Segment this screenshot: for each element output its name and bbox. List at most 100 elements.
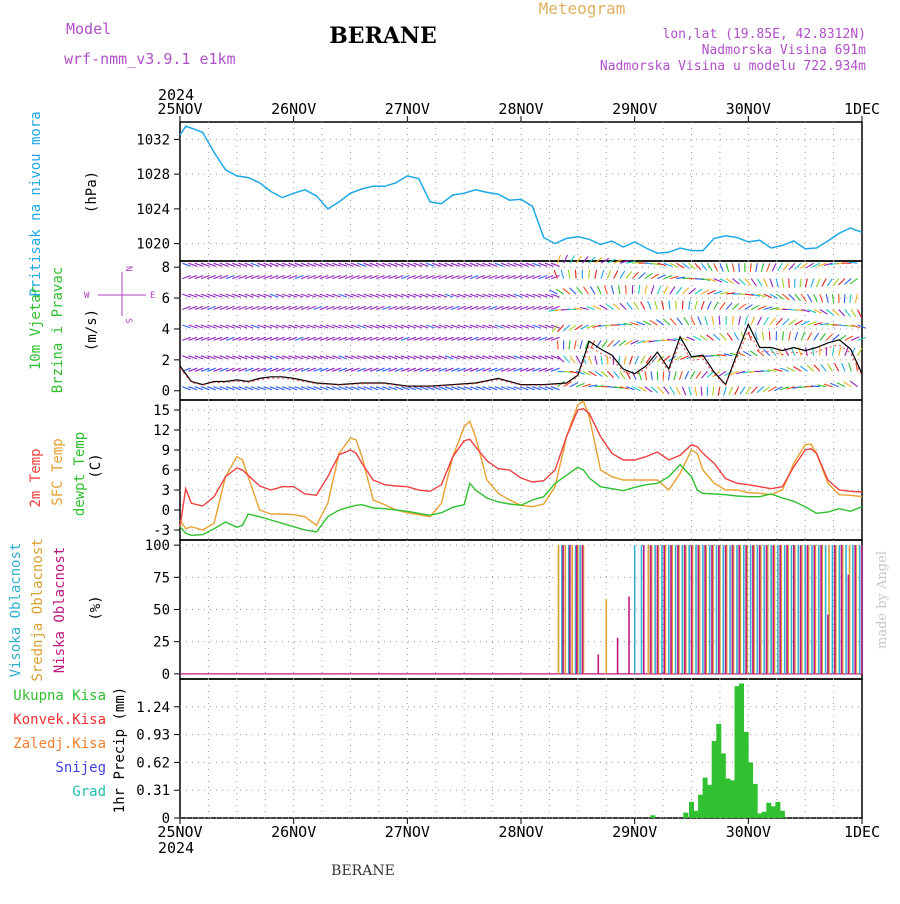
wind-arrow [782,279,783,288]
precip-bar [707,785,712,818]
wind-arrow [839,347,841,356]
wind-arrow [761,263,764,272]
legend-snow: Snijeg [55,760,106,776]
precip-bar [757,814,762,819]
precip-bar [739,684,744,819]
y-tick-label: 12 [153,423,170,439]
wind-arrow [685,371,689,379]
wind-arrow [674,371,676,380]
wind-arrow [635,356,639,364]
model-name: wrf-nmm_v3.9.1 e1km [64,50,236,68]
wind-arrow [735,387,739,395]
wind-arrow [734,333,739,341]
wind-arrow [713,387,714,396]
wind-arrow [814,333,819,341]
wind-arrow [663,371,664,380]
wind-arrow [727,333,732,340]
wind-arrow [849,363,852,372]
y-tick-label: -3 [153,523,170,539]
wind-arrow [700,336,708,341]
wind-arrow [851,310,856,318]
wind-arrow [769,331,770,340]
wind-arrow [800,279,801,288]
wind-arrow [757,317,761,325]
wind-arrow [816,279,820,287]
wind-arrow [601,270,604,279]
x-tick-label: 1DEC [844,823,880,841]
wind-arrow [561,270,563,279]
wind-arrow [739,304,746,310]
wind-arrow [689,301,690,310]
wind-arrow [676,387,680,395]
wind-arrow [850,294,851,303]
wind-arrow [557,255,560,264]
wind-arrow [827,279,832,287]
wind-arrow [732,316,733,325]
wind-arrow [695,289,702,294]
elevation-info: Nadmorska Visina 691m [702,43,867,58]
compass-s: S [123,318,133,323]
precip-legend: Ukupna KisaKonvek.KisaZaledj.KisaSnijegG… [13,688,106,800]
wind-arrow [557,340,558,349]
wind-arrow [750,263,751,272]
wind-arrow [757,279,762,287]
y-tick-label: 0.31 [136,783,170,799]
precip-ylabel-text: 1hr Precip [112,729,128,813]
wind-arrow [682,288,688,294]
wind-arrow [751,317,754,325]
wind-arrow [607,270,610,278]
wind-arrow [620,271,625,279]
wind-arrow [795,294,801,301]
wind-arrow [655,301,658,310]
y-tick-label: 1032 [136,132,170,148]
temp2m-ylabel: 2m Temp [28,448,44,507]
wind-arrow [844,382,852,387]
wind-arrow [595,270,597,279]
wind-arrow [719,316,720,325]
x-tick-label: 1DEC [844,100,880,118]
wind-arrow [761,371,770,372]
wind-arrow [639,273,646,279]
wind-arrow [589,356,592,365]
precip-bar [712,741,717,818]
wind-arrow [764,317,769,325]
wind-arrow [580,340,583,349]
wind-arrow [657,286,661,294]
y-tick-label: 0.93 [136,728,170,744]
wind-ylabel-line1: 10m Vjetar [28,286,44,370]
wind-arrow [689,288,696,294]
precip-bar [730,780,735,818]
wind-arrow [811,279,814,288]
wind-arrow [732,303,739,309]
credit-text: made by Angel [875,551,890,649]
wind-arrow [695,387,697,396]
wind-arrow [601,356,602,365]
wind-arrow [791,348,795,356]
wind-arrow [670,287,675,295]
temp-units: (C) [88,453,104,478]
wind-arrow [705,316,708,325]
wind-arrow [845,347,848,355]
wind-arrow [855,294,857,303]
wind-arrow [707,301,711,309]
wind-arrow [569,340,570,349]
wind-arrow [845,310,851,317]
wind-arrow [620,303,626,309]
wind-arrow [750,351,757,356]
precip-units: (mm) [112,687,128,721]
wind-arrow [682,387,685,395]
wind-arrow [832,347,833,356]
wind-arrow [607,356,608,365]
wind-arrow [645,285,647,294]
wind-arrow [800,366,807,371]
wind-arrow [619,285,620,294]
wind-arrow [720,302,725,309]
wind-arrow [740,387,745,395]
precip-bar [771,806,776,818]
wind-arrow [626,371,630,379]
cloud-units: (%) [88,595,104,620]
wind-arrow [707,335,714,341]
